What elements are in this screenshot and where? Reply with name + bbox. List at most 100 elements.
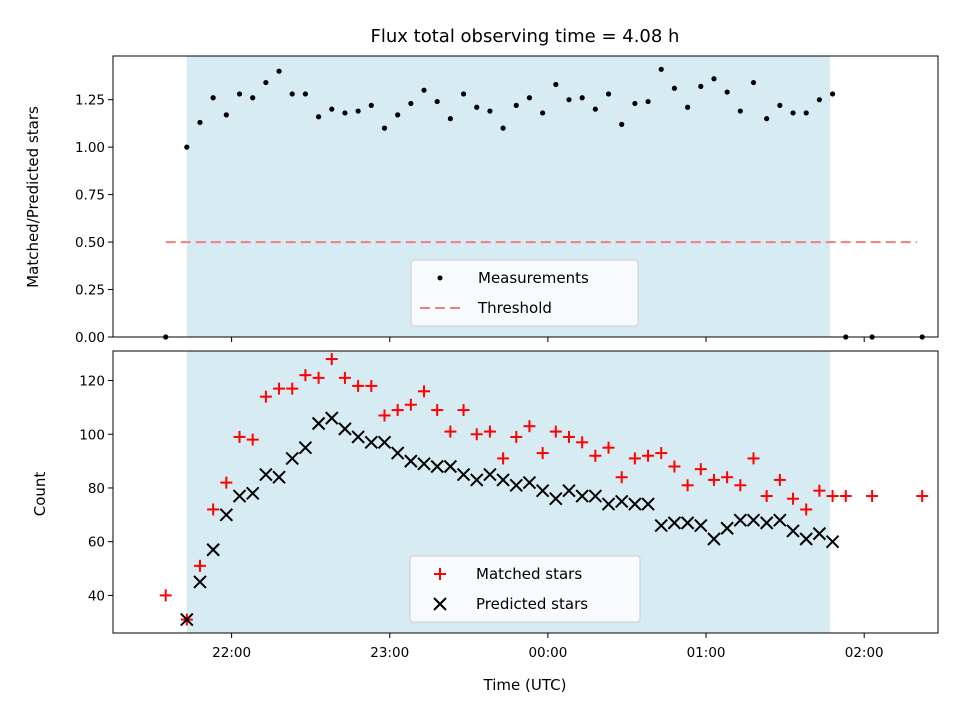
top-y-tick-label: 0.25: [75, 283, 105, 299]
measurement-point: [540, 110, 546, 116]
predicted-star-point: [443, 459, 458, 474]
predicted-star-point: [812, 526, 827, 541]
x-tick-label: 00:00: [528, 645, 567, 661]
matched-star-point: [246, 433, 259, 446]
measurement-point: [632, 100, 638, 107]
measurement-point: [329, 106, 335, 112]
measurement-point: [698, 83, 704, 89]
bottom-y-tick-label: 80: [88, 481, 105, 497]
x-tick-label: 23:00: [370, 645, 409, 661]
predicted-star-point: [575, 489, 589, 503]
measurement-point: [526, 95, 533, 101]
matched-star-point: [826, 490, 839, 503]
measurement-point: [566, 97, 572, 103]
matched-star-point: [760, 490, 773, 503]
top-y-tick-label: 1.00: [75, 140, 105, 156]
predicted-star-point: [311, 416, 326, 431]
predicted-star-point: [694, 518, 708, 533]
predicted-star-point: [298, 440, 313, 455]
measurement-point: [579, 95, 585, 101]
matched-star-point: [562, 430, 575, 443]
measurement-point: [553, 81, 559, 88]
measurement-point: [645, 98, 651, 105]
bottom-panel: 40 60 80 100 120 22:00 23:00 00:00 01:00 02:00 C…: [31, 350, 939, 694]
matched-star-point: [457, 404, 470, 417]
matched-star-point: [259, 390, 272, 403]
measurement-point: [711, 76, 717, 82]
predicted-star-point: [417, 457, 431, 471]
predicted-star-point: [628, 497, 642, 511]
top-y-tick-label: 0.50: [75, 235, 105, 251]
matched-star-point: [404, 398, 417, 411]
predicted-star-point: [680, 516, 695, 530]
measurement-point: [263, 79, 269, 86]
measurement-point: [685, 104, 691, 110]
measurement-point: [777, 102, 783, 108]
bottom-legend: Matched stars Predicted stars: [409, 555, 641, 623]
predicted-star-point: [825, 534, 840, 549]
measurement-point: [619, 121, 625, 127]
matched-star-point: [734, 479, 747, 492]
bottom-y-tick-label: 60: [88, 535, 105, 551]
matched-star-point: [312, 371, 325, 384]
measurement-point: [381, 125, 388, 131]
predicted-star-point: [259, 467, 273, 482]
measurement-point: [197, 119, 203, 126]
top-legend: Measurements Threshold: [410, 259, 639, 327]
predicted-star-point: [219, 508, 234, 522]
predicted-star-point: [614, 494, 629, 509]
predicted-star-point: [601, 497, 616, 511]
x-tick-label: 22:00: [212, 645, 251, 661]
predicted-star-point: [654, 518, 668, 533]
matched-star-point: [694, 463, 707, 476]
matched-star-point: [193, 559, 206, 572]
matched-star-point: [655, 447, 668, 460]
matched-star-point: [431, 404, 444, 417]
predicted-star-point: [773, 513, 787, 527]
legend-matched-label: Matched stars: [476, 565, 582, 583]
matched-star-point: [273, 382, 286, 395]
predicted-star-point: [390, 446, 405, 460]
measurement-point: [342, 110, 348, 116]
matched-star-point: [589, 449, 602, 462]
measurement-point: [250, 95, 256, 101]
matched-star-point: [391, 404, 404, 417]
matched-star-point: [444, 425, 457, 438]
measurement-point: [460, 91, 467, 97]
top-y-tick-label: 0.75: [75, 188, 105, 204]
measurement-point: [184, 144, 190, 150]
matched-star-point: [681, 479, 694, 492]
matched-star-point: [602, 441, 615, 454]
matched-star-point: [916, 490, 929, 503]
matched-star-point: [642, 449, 655, 462]
measurement-point: [355, 108, 361, 114]
measurement-point: [500, 125, 506, 131]
matched-star-point: [470, 428, 483, 441]
top-y-tick-label: 0.00: [75, 330, 105, 346]
predicted-star-point: [351, 430, 365, 444]
bottom-y-tick-label: 100: [79, 427, 105, 443]
predicted-star-point: [193, 575, 207, 589]
matched-star-point: [800, 503, 813, 516]
measurement-point: [276, 68, 282, 74]
matched-star-point: [721, 471, 734, 484]
predicted-star-point: [232, 489, 247, 503]
predicted-star-point: [404, 454, 418, 468]
measurement-point: [605, 91, 612, 97]
x-tick-label: 02:00: [845, 645, 884, 661]
predicted-star-point: [364, 435, 379, 450]
bottom-plot-frame: [112, 350, 939, 634]
measurement-point: [487, 108, 493, 114]
matched-star-point: [378, 409, 391, 422]
measurement-point: [829, 91, 836, 97]
matched-star-point: [668, 460, 681, 473]
predicted-star-point: [483, 467, 497, 482]
matched-star-point: [286, 382, 299, 395]
predicted-star-point: [509, 478, 523, 492]
measurement-point: [737, 108, 743, 114]
matched-star-point: [365, 379, 378, 392]
measurement-point: [724, 89, 730, 95]
matched-star-point: [159, 589, 172, 602]
measurement-point: [764, 116, 770, 122]
